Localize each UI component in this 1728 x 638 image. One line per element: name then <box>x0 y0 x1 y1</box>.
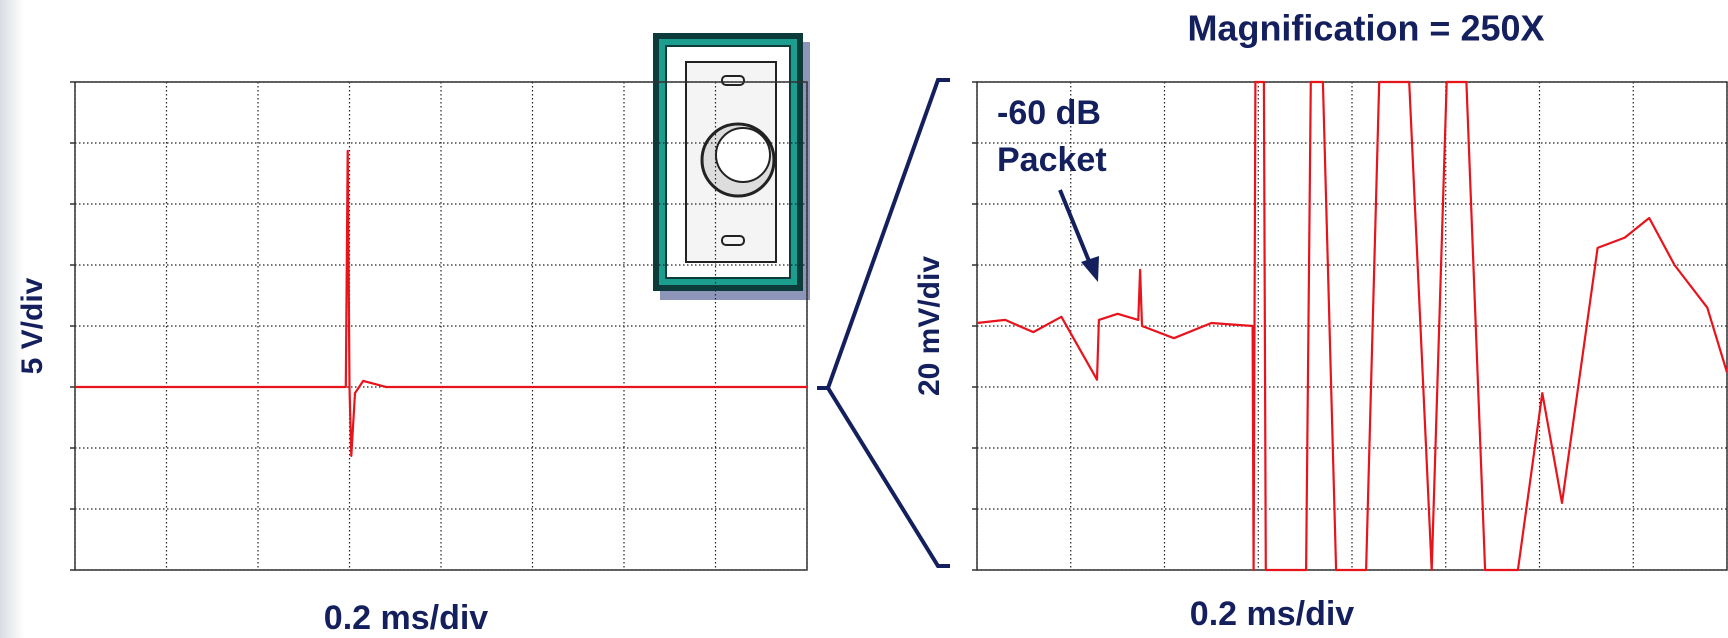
annotation: -60 dB <box>997 94 1101 132</box>
x-axis-label: 0.2 ms/div <box>324 599 489 637</box>
slide: Magnification = 250X 0.2 ms/div 5 V/div 0.… <box>0 0 1728 638</box>
y-axis-label: 5 V/div <box>16 277 49 374</box>
dimmer-icon <box>653 33 810 300</box>
annotation-arrowhead <box>1081 256 1099 282</box>
annotation-arrow <box>1060 190 1091 266</box>
x-axis-label: 0.2 ms/div <box>1190 595 1355 633</box>
chart-title: Magnification = 250X <box>1187 8 1544 49</box>
y-axis-label: 20 mV/div <box>913 256 946 396</box>
annotation: Packet <box>997 141 1107 179</box>
